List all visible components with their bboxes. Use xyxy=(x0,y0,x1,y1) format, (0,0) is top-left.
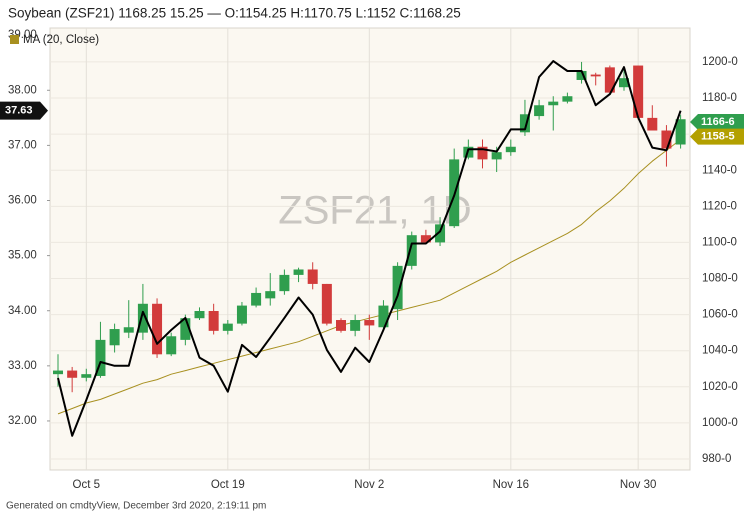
legend-swatch xyxy=(10,35,19,44)
candle-body xyxy=(222,323,233,331)
y-tick-label: 32.00 xyxy=(8,415,37,427)
y2-tick-label: 1020-0 xyxy=(702,381,738,393)
candle-body xyxy=(491,152,502,160)
price-badge-label: 1158-5 xyxy=(701,131,735,143)
y2-tick-label: 980-0 xyxy=(702,453,731,465)
candle-body xyxy=(251,292,262,306)
candle-body xyxy=(123,327,134,333)
y-tick-label: 34.00 xyxy=(8,305,37,317)
y2-tick-label: 1040-0 xyxy=(702,345,738,357)
candle-body xyxy=(350,320,361,331)
y2-tick-label: 1200-0 xyxy=(702,56,738,68)
candle-body xyxy=(378,305,389,328)
y2-tick-label: 1180-0 xyxy=(702,92,737,104)
candle-body xyxy=(633,65,644,118)
legend-label: MA (20, Close) xyxy=(23,34,99,46)
candle-body xyxy=(392,265,403,310)
candle-body xyxy=(576,70,587,80)
y2-tick-label: 1060-0 xyxy=(702,309,738,321)
last-value-badge xyxy=(0,101,48,120)
candle-body xyxy=(420,235,431,243)
candle-body xyxy=(519,114,530,133)
candle-body xyxy=(95,339,106,376)
chart-title: Soybean (ZSF21) 1168.25 15.25 — O:1154.2… xyxy=(8,6,461,21)
candle-body xyxy=(477,146,488,160)
candle-body xyxy=(619,78,629,88)
candle-body xyxy=(604,67,615,93)
plot-area xyxy=(49,27,691,471)
candle-body xyxy=(364,320,375,326)
candle-body xyxy=(336,320,346,331)
y2-tick-label: 1000-0 xyxy=(702,417,738,429)
candle-body xyxy=(180,318,191,340)
x-tick-label: Nov 30 xyxy=(620,479,656,491)
candle-body xyxy=(236,305,247,324)
candle-body xyxy=(590,74,601,77)
candle-body xyxy=(406,235,417,266)
candle-body xyxy=(307,269,318,284)
line-series xyxy=(57,60,682,437)
candle-body xyxy=(67,370,78,378)
candle-body xyxy=(548,101,559,106)
x-tick-label: Oct 19 xyxy=(211,479,245,491)
candle-body xyxy=(152,303,163,355)
candle-body xyxy=(661,130,672,149)
candle-body xyxy=(53,370,63,375)
y2-tick-label: 1140-0 xyxy=(702,164,737,176)
x-tick-label: Oct 5 xyxy=(73,479,100,491)
candle-body xyxy=(194,310,205,319)
price-badge xyxy=(690,128,744,145)
candle-body xyxy=(279,274,290,292)
overlay: 32.0033.0034.0035.0036.0037.0038.0039.00… xyxy=(0,29,744,491)
candle-body xyxy=(321,283,332,324)
candle-body xyxy=(435,224,446,243)
price-badge-label: 1166-6 xyxy=(701,116,735,128)
candle-body xyxy=(109,329,120,346)
candle-body xyxy=(562,96,573,102)
x-tick-label: Nov 2 xyxy=(354,479,384,491)
candle-body xyxy=(166,336,177,355)
candle-body xyxy=(505,146,516,153)
last-value-label: 37.63 xyxy=(5,105,33,117)
y2-tick-label: 1080-0 xyxy=(702,273,738,285)
candle-body xyxy=(81,374,92,378)
candle-body xyxy=(137,303,148,333)
candle-body xyxy=(265,291,276,299)
candle-body xyxy=(208,310,219,331)
candle-body xyxy=(647,117,658,131)
candle-body xyxy=(675,119,686,145)
y-tick-label: 38.00 xyxy=(8,84,37,96)
x-tick-label: Nov 16 xyxy=(493,479,529,491)
y-tick-label: 37.00 xyxy=(8,139,37,151)
price-badge xyxy=(690,113,744,130)
y-tick-label: 35.00 xyxy=(8,250,37,262)
y-tick-label: 36.00 xyxy=(8,195,37,207)
y2-tick-label: 1100-0 xyxy=(702,236,737,248)
y-tick-label: 33.00 xyxy=(8,360,37,372)
candle-body xyxy=(534,105,545,117)
y2-tick-label: 1120-0 xyxy=(702,200,737,212)
marks xyxy=(53,60,686,437)
footer: Generated on cmdtyView, December 3rd 202… xyxy=(6,501,266,512)
candle-body xyxy=(293,269,304,275)
